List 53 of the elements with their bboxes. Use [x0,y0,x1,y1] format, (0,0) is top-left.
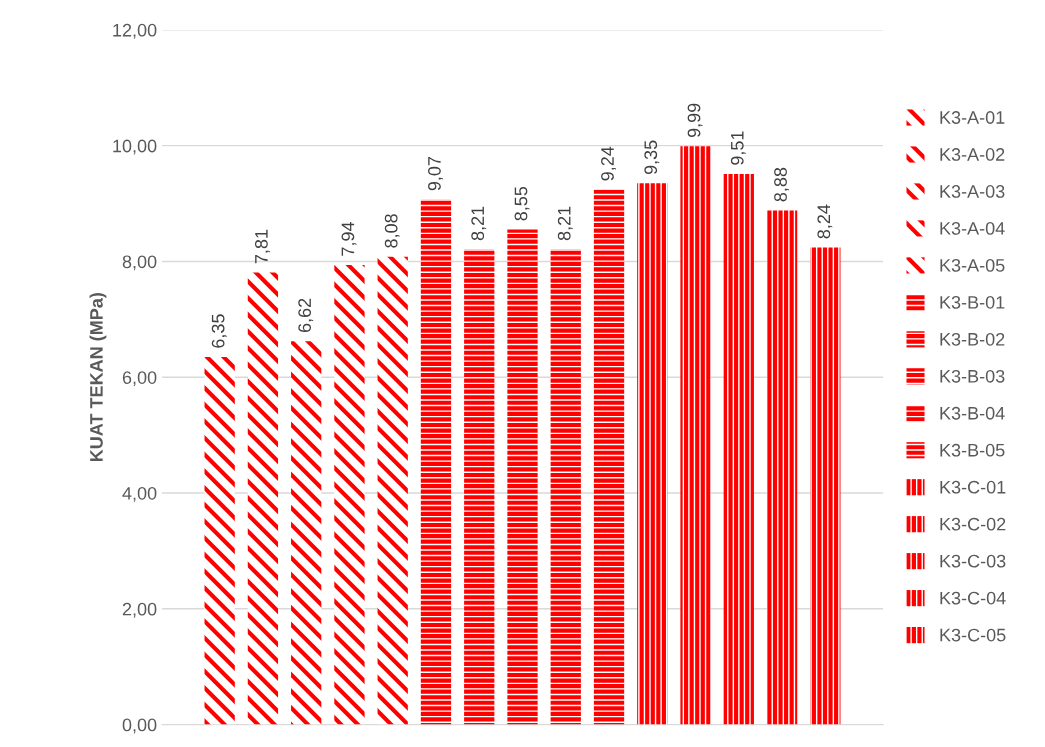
bar [637,183,668,725]
legend-label: K3-B-01 [940,295,1005,309]
data-label: 9,24 [601,146,617,181]
bar [680,146,711,725]
data-label: 9,99 [687,103,703,138]
legend-label: K3-B-05 [940,443,1005,457]
bar [464,249,495,725]
data-label: 9,35 [644,140,660,175]
legend-label: K3-C-05 [940,628,1006,642]
bar [593,189,625,725]
data-label: 9,07 [428,156,443,191]
legend-label: K3-A-03 [940,185,1005,198]
y-tick-label: 8,00 [122,255,157,271]
data-label: 8,24 [817,204,833,239]
data-label: 7,94 [341,221,357,256]
data-label: 6,62 [298,298,314,333]
y-tick-label: 10,00 [113,139,157,155]
data-label: 8,21 [557,206,573,241]
legend-label: K3-A-04 [940,222,1005,235]
legend-label: K3-C-03 [940,554,1006,568]
legend-label: K3-C-02 [940,517,1006,531]
data-label: 8,21 [471,206,487,241]
bar [507,229,538,725]
y-tick-label: 6,00 [122,371,157,387]
data-label: 8,55 [514,186,530,221]
y-axis-title: KUAT TEKAN (MPa) [89,293,107,462]
data-label: 8,08 [384,214,400,248]
legend-label: K3-B-04 [940,406,1005,420]
bar [291,341,322,725]
bar [377,256,408,725]
legend-label: K3-C-04 [940,591,1006,605]
data-label: 9,51 [730,131,746,165]
bar [247,272,279,725]
bar [810,247,841,725]
legend-label: K3-A-05 [940,258,1005,272]
y-tick-label: 4,00 [122,486,157,502]
bar [766,210,798,725]
legend-label: K3-B-02 [940,332,1005,346]
bar [550,249,581,725]
bar [723,174,754,725]
bar [334,264,365,725]
bar [420,199,452,725]
bar [204,356,235,725]
legend-label: K3-C-01 [940,480,1006,494]
data-label: 8,88 [774,167,790,202]
legend-label: K3-B-03 [940,369,1005,383]
legend-label: K3-A-01 [940,111,1005,124]
y-tick-label: 2,00 [122,602,157,618]
data-label: 6,35 [211,314,227,348]
y-tick-label: 12,00 [113,23,157,39]
data-label: 7,81 [254,229,270,264]
y-tick-label: 0,00 [122,718,157,734]
legend-label: K3-A-02 [940,148,1005,161]
